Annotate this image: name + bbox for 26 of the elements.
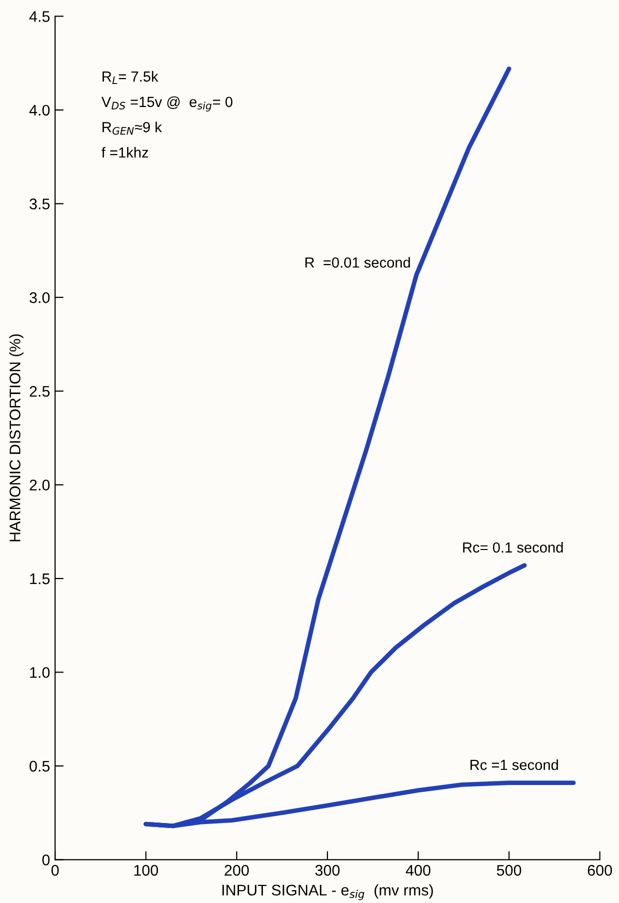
x-tick-label: 400: [406, 864, 430, 876]
y-tick-label: 1.5: [30, 574, 50, 584]
series-label: Rc= 0.1 second: [463, 542, 563, 553]
y-tick-label: 0.5: [30, 760, 50, 772]
annotation: f =1khz: [102, 146, 148, 158]
x-tick-label: 600: [588, 864, 612, 876]
series-label: Rc =1 second: [470, 759, 558, 770]
x-tick-label: 500: [496, 864, 522, 876]
y-axis-title: HARMONIC DISTORTION (%): [9, 334, 24, 542]
y-tick-label: 2.5: [30, 386, 50, 397]
annotation: R$_{L}$= 7.5k: [102, 71, 158, 84]
x-tick-label: 0: [51, 864, 59, 876]
x-tick-label: 200: [224, 864, 249, 876]
y-tick-label: 1.0: [30, 667, 50, 678]
y-tick-label: 4.5: [29, 11, 50, 22]
x-tick-label: 100: [134, 864, 158, 876]
y-tick-label: 0: [42, 854, 50, 866]
y-tick-label: 3.0: [30, 292, 50, 304]
annotation: V$_{DS}$ =15v @ e$_{sig}$= 0: [101, 96, 232, 112]
x-axis-title: INPUT SIGNAL - e$_{sig}$ (mv rms): [222, 884, 433, 900]
x-tick-label: 300: [315, 864, 340, 876]
y-tick-label: 4.0: [29, 104, 50, 116]
series-label: R =0.01 second: [305, 256, 410, 268]
y-tick-label: 2.0: [30, 480, 50, 490]
y-tick-label: 3.5: [30, 198, 50, 210]
annotation: R$_{GEN}$≈9 k: [102, 122, 162, 135]
